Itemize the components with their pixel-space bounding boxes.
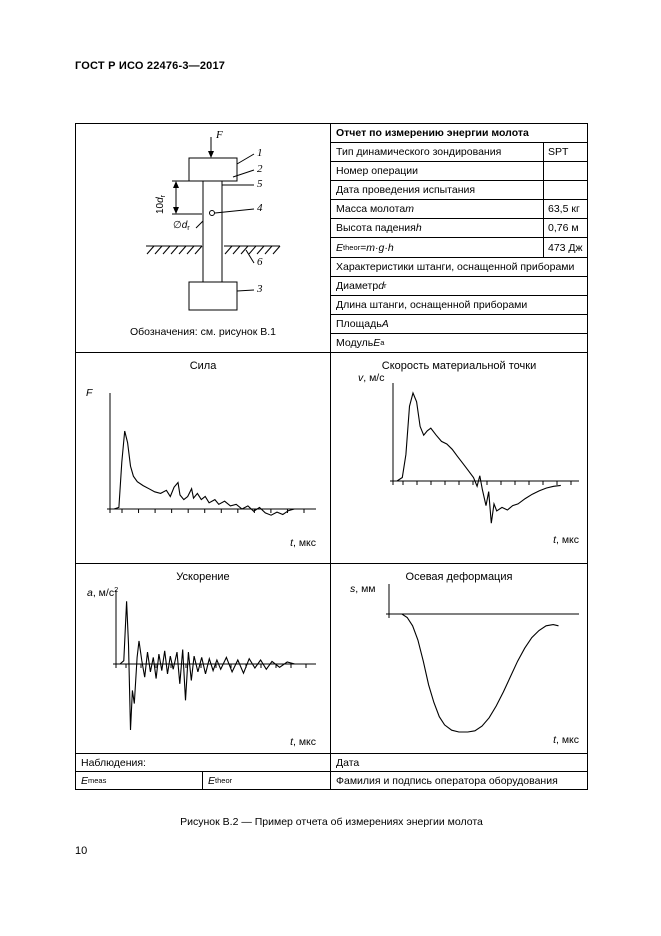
report-row-label: Длина штанги, оснащенной приборами — [336, 298, 528, 311]
report-row-label: Масса молота m — [336, 203, 414, 216]
force-symbol: F — [216, 129, 223, 141]
apparatus-diagram — [146, 137, 281, 311]
report-row: Дата проведения испытания — [331, 180, 587, 200]
deformation-chart-title: Осевая деформация — [405, 571, 513, 583]
report-row: Длина штанги, оснащенной приборами — [331, 294, 587, 314]
deformation-waveform — [386, 584, 579, 733]
report-row-value: 63,5 кг — [543, 200, 587, 219]
acceleration-x-axis-label: t, мкс — [290, 736, 316, 748]
velocity-y-axis-label: v, м/с — [358, 372, 385, 384]
callout-2: 2 — [257, 163, 263, 175]
report-row-label: Площадь A — [336, 317, 389, 330]
report-row-value — [543, 181, 587, 200]
report-row-value: 0,76 м — [543, 219, 587, 238]
figure-caption: Рисунок В.2 — Пример отчета об измерения… — [180, 816, 483, 828]
acceleration-chart-cell: Ускорение a, м/с2 t, мкс — [76, 564, 331, 753]
force-arrow-icon — [208, 151, 214, 158]
velocity-waveform — [390, 383, 579, 524]
operator-cell: Фамилия и подпись оператора оборудования — [331, 772, 587, 789]
report-row-label: Дата проведения испытания — [336, 184, 476, 197]
figure-table: F 10dr ∅dr 1 2 5 4 6 3 Обозначения: см. … — [75, 123, 588, 790]
report-row-label: Характеристики штанги, оснащенной прибор… — [336, 260, 575, 273]
date-label: Дата — [336, 756, 360, 769]
report-row-label: Тип динамического зондирования — [336, 146, 502, 159]
diameter-dr-label: ∅dr — [173, 220, 190, 232]
observations-cell: Наблюдения: — [76, 754, 331, 771]
report-row: Высота падения h 0,76 м — [331, 218, 587, 238]
callout-5: 5 — [257, 178, 263, 190]
acceleration-waveform — [113, 590, 316, 731]
energy-report-table: Отчет по измерению энергии молота Тип ди… — [331, 124, 587, 352]
report-row: Тип динамического зондирования SPT — [331, 142, 587, 162]
velocity-chart-cell: Скорость материальной точки v, м/с t, мк… — [331, 353, 587, 563]
diagram-caption: Обозначения: см. рисунок В.1 — [129, 326, 277, 338]
report-row: Номер операции — [331, 161, 587, 181]
document-header: ГОСТ Р ИСО 22476-3—2017 — [75, 60, 226, 72]
acceleration-chart-title: Ускорение — [176, 571, 230, 583]
velocity-x-axis-label: t, мкс — [553, 534, 579, 546]
observations-label: Наблюдения: — [81, 756, 146, 769]
force-x-axis-label: t, мкс — [290, 537, 316, 549]
callout-4: 4 — [257, 202, 263, 214]
report-row-value: 473 Дж — [543, 238, 587, 257]
date-cell: Дата — [331, 754, 587, 771]
callout-3: 3 — [257, 283, 263, 295]
deformation-y-axis-label: s, мм — [350, 583, 376, 595]
operator-signature-label: Фамилия и подпись оператора оборудования — [336, 774, 558, 787]
velocity-chart-title: Скорость материальной точки — [381, 360, 537, 372]
sensor-icon — [209, 210, 215, 216]
apparatus-diagram-cell: F 10dr ∅dr 1 2 5 4 6 3 Обозначения: см. … — [76, 124, 331, 352]
force-y-axis-label: F — [86, 387, 93, 399]
deformation-x-axis-label: t, мкс — [553, 734, 579, 746]
force-chart-title: Сила — [189, 360, 217, 372]
page-number: 10 — [75, 845, 88, 857]
deformation-chart-cell: Осевая деформация s, мм t, мкс — [331, 564, 587, 753]
report-row-value: SPT — [543, 143, 587, 162]
force-waveform — [107, 393, 316, 516]
report-row: Площадь A — [331, 313, 587, 333]
report-row-label: Номер операции — [336, 165, 419, 178]
force-chart-cell: Сила F t, мкс — [76, 353, 331, 563]
report-row: Характеристики штанги, оснащенной прибор… — [331, 256, 587, 276]
callout-1: 1 — [257, 147, 263, 159]
report-row-value — [543, 162, 587, 181]
dimension-10dr-label: 10dr — [155, 194, 167, 214]
callout-6: 6 — [257, 256, 263, 268]
report-title: Отчет по измерению энергии молота — [336, 127, 529, 140]
report-row-label: Высота падения h — [336, 222, 422, 235]
report-row: Масса молота m 63,5 кг — [331, 199, 587, 219]
acceleration-y-axis-label: a, м/с2 — [87, 585, 119, 599]
